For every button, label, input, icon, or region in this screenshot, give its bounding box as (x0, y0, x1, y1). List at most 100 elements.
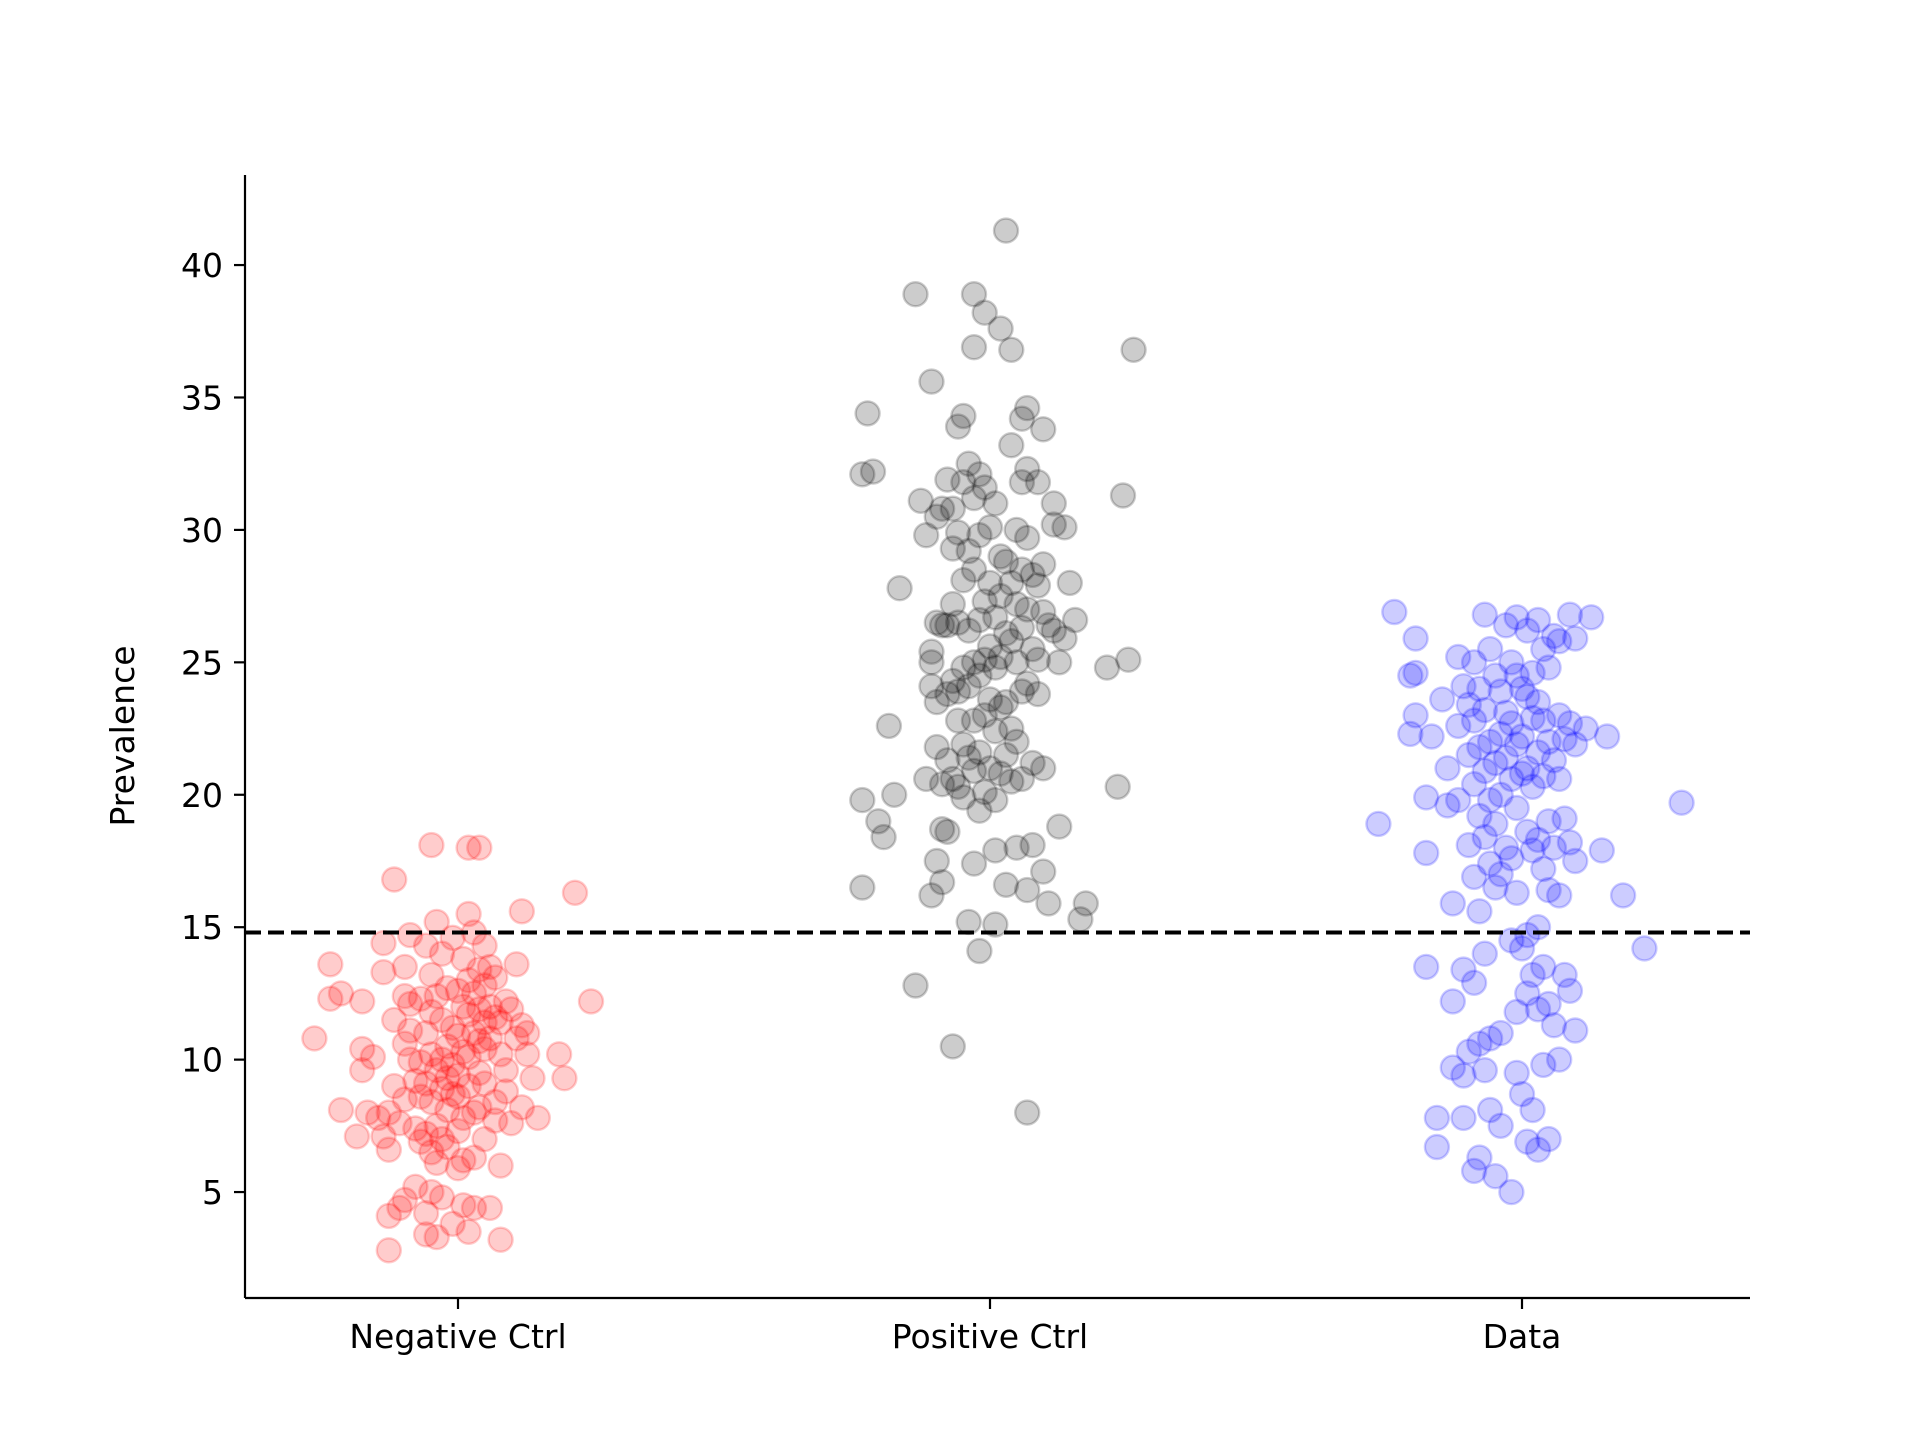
data-point (1530, 1051, 1557, 1079)
data-point (1535, 728, 1562, 755)
data-point (854, 400, 881, 427)
data-point (1551, 805, 1578, 832)
data-point (1540, 622, 1568, 650)
data-point (455, 967, 482, 994)
data-point (1535, 808, 1562, 835)
data-point (381, 1006, 408, 1034)
data-point (918, 882, 945, 909)
data-point (439, 1210, 466, 1238)
data-point (434, 1033, 461, 1060)
data-point (412, 932, 440, 959)
data-point (1444, 712, 1472, 740)
data-point (987, 760, 1014, 787)
data-point (1003, 728, 1030, 755)
data-point (1530, 707, 1557, 734)
data-point (1444, 643, 1472, 671)
data-point (998, 715, 1025, 742)
data-point (1492, 699, 1520, 726)
data-point (1487, 781, 1514, 808)
data-point (1397, 720, 1424, 748)
data-point (444, 1062, 472, 1089)
x-ticks: Negative Ctrl Positive Ctrl Data (349, 1298, 1561, 1356)
data-point (923, 733, 950, 761)
data-point (460, 980, 488, 1007)
data-point (1524, 996, 1552, 1023)
data-point (524, 1104, 551, 1132)
data-point (455, 834, 482, 861)
data-point (476, 953, 504, 981)
x-tick-label: Positive Ctrl (892, 1317, 1088, 1356)
data-point (1051, 514, 1078, 541)
data-point (471, 972, 498, 999)
data-point (923, 688, 950, 716)
data-point (1508, 760, 1536, 787)
data-point (966, 797, 993, 824)
data-point (944, 678, 972, 705)
y-tick-label: 30 (181, 511, 223, 550)
data-point (1540, 834, 1568, 861)
data-point (955, 617, 982, 644)
data-point (407, 1128, 434, 1155)
data-point (450, 1147, 477, 1174)
data-point (561, 879, 589, 906)
data-point (1412, 784, 1440, 811)
data-point (976, 755, 1004, 782)
y-tick-label: 25 (181, 643, 223, 682)
data-point (1545, 765, 1573, 793)
data-point (482, 964, 509, 991)
data-point (982, 604, 1009, 631)
data-point (1514, 921, 1541, 949)
data-point (1561, 625, 1589, 652)
data-point (354, 1099, 381, 1126)
data-point (1471, 601, 1499, 628)
data-point (1503, 662, 1530, 689)
data-point (1519, 837, 1546, 864)
data-point (1466, 1144, 1493, 1171)
data-point (455, 1001, 482, 1028)
data-point (902, 972, 929, 999)
data-point (577, 988, 605, 1015)
data-point (1487, 678, 1514, 705)
data-point (944, 773, 972, 800)
data-point (466, 1094, 493, 1121)
data-point (327, 1096, 355, 1124)
data-point (1466, 733, 1493, 761)
data-point (1540, 1011, 1568, 1039)
data-point (934, 612, 961, 639)
data-point (370, 959, 397, 986)
data-point (455, 1218, 482, 1246)
data-point (950, 784, 977, 811)
data-point (1545, 702, 1573, 729)
data-point (960, 281, 988, 308)
data-point (950, 731, 977, 758)
data-point (1476, 1096, 1504, 1124)
data-point (327, 980, 355, 1007)
data-point (918, 673, 945, 700)
data-point (1439, 890, 1467, 917)
data-point (412, 1019, 440, 1047)
data-point (1508, 935, 1536, 962)
data-point (1503, 1059, 1530, 1087)
data-point (1013, 455, 1041, 483)
data-point (1524, 826, 1552, 853)
data-point (492, 1056, 520, 1084)
data-point (1492, 834, 1520, 861)
data-point (1402, 702, 1429, 729)
data-point (1482, 810, 1509, 838)
data-point (503, 951, 530, 978)
data-point (1109, 482, 1137, 509)
data-point (487, 1152, 514, 1179)
data-point (1381, 598, 1408, 626)
data-point (1460, 969, 1488, 996)
data-point (1482, 1162, 1509, 1190)
data-point (444, 1083, 472, 1110)
data-point (998, 768, 1025, 795)
data-point (396, 921, 424, 949)
axes (243, 175, 1750, 1300)
data-point (1482, 874, 1509, 901)
data-point (396, 990, 424, 1018)
data-point (849, 786, 876, 814)
data-point (1471, 823, 1499, 851)
data-point (519, 1064, 546, 1092)
